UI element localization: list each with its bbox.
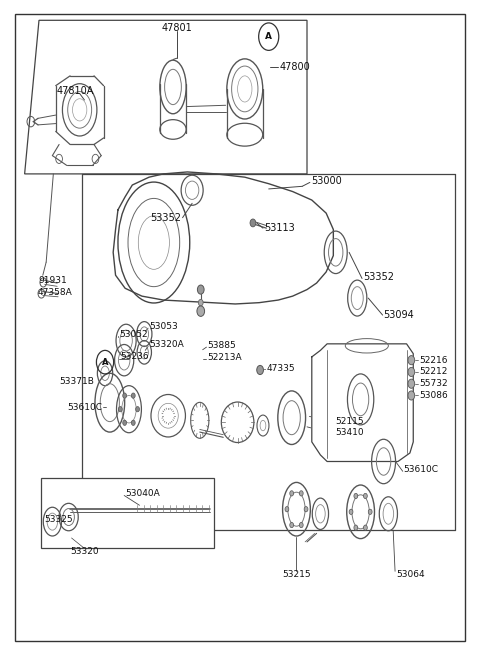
Circle shape (300, 523, 303, 528)
Text: 47800: 47800 (279, 62, 310, 72)
Text: 53113: 53113 (264, 223, 295, 233)
Circle shape (363, 493, 367, 498)
Circle shape (363, 525, 367, 531)
Text: 53325: 53325 (44, 515, 72, 523)
Text: 53352: 53352 (363, 272, 394, 282)
Circle shape (290, 491, 294, 496)
Circle shape (408, 356, 415, 365)
Text: 53610C: 53610C (67, 403, 102, 412)
Text: 52216: 52216 (419, 356, 447, 365)
Text: 52115: 52115 (336, 417, 364, 426)
Circle shape (300, 491, 303, 496)
Circle shape (132, 393, 135, 398)
Circle shape (132, 420, 135, 425)
Text: A: A (265, 32, 272, 41)
Text: 47358A: 47358A (38, 288, 73, 297)
Circle shape (123, 393, 127, 398)
Circle shape (197, 285, 204, 294)
Circle shape (354, 493, 358, 498)
Text: 53885: 53885 (207, 341, 236, 350)
Text: 55732: 55732 (419, 379, 448, 388)
Circle shape (136, 407, 140, 412)
Text: 53064: 53064 (396, 570, 425, 579)
Text: 53371B: 53371B (59, 377, 94, 386)
Text: 53000: 53000 (311, 176, 342, 186)
Circle shape (257, 365, 264, 375)
Bar (41, 478, 214, 548)
Circle shape (198, 299, 203, 306)
Text: A: A (102, 358, 108, 367)
Polygon shape (312, 344, 413, 462)
Text: 47810A: 47810A (56, 86, 94, 96)
Text: 53352: 53352 (150, 213, 181, 223)
Circle shape (354, 525, 358, 531)
Text: 47801: 47801 (161, 23, 192, 33)
Circle shape (285, 506, 289, 512)
Circle shape (368, 509, 372, 514)
Circle shape (197, 306, 204, 316)
Text: 52212: 52212 (419, 367, 447, 377)
Text: 53236: 53236 (120, 352, 148, 362)
Text: 53320: 53320 (70, 546, 99, 555)
Text: 53040A: 53040A (125, 489, 160, 498)
Text: 53052: 53052 (120, 329, 148, 339)
Circle shape (408, 391, 415, 400)
Circle shape (408, 367, 415, 377)
Circle shape (290, 523, 294, 528)
Text: 91931: 91931 (38, 276, 67, 285)
Text: 53053: 53053 (149, 322, 178, 331)
Circle shape (119, 407, 122, 412)
Text: 53086: 53086 (419, 391, 448, 400)
Circle shape (349, 509, 353, 514)
Text: 53215: 53215 (282, 570, 311, 579)
Text: 53320A: 53320A (149, 340, 184, 349)
Circle shape (304, 506, 308, 512)
Text: 52213A: 52213A (207, 353, 242, 362)
Text: 53410: 53410 (336, 428, 364, 438)
Circle shape (250, 219, 256, 227)
Text: 47335: 47335 (266, 364, 295, 373)
Circle shape (408, 379, 415, 388)
Text: 53610C: 53610C (404, 466, 439, 474)
Text: 53094: 53094 (384, 310, 414, 320)
Circle shape (123, 420, 127, 425)
